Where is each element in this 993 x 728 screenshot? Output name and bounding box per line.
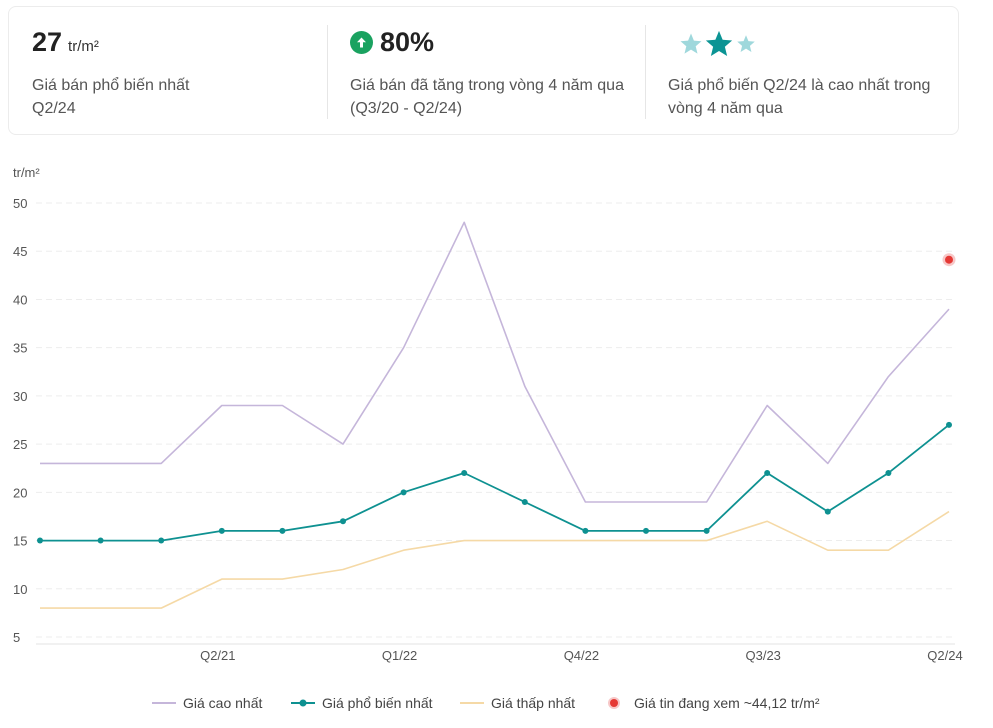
legend-swatch-dot bbox=[610, 699, 618, 707]
rating-stars bbox=[679, 29, 756, 59]
star-icon-highlighted bbox=[705, 30, 733, 56]
price-value: 27 tr/m² bbox=[32, 27, 99, 58]
data-point[interactable] bbox=[703, 527, 710, 534]
y-tick-label: 35 bbox=[13, 341, 27, 356]
legend-item[interactable]: Giá cao nhất bbox=[152, 695, 262, 711]
growth-percent: 80% bbox=[380, 27, 435, 57]
data-point[interactable] bbox=[97, 537, 104, 544]
growth-label: Giá bán đã tăng trong vòng 4 năm qua bbox=[350, 77, 624, 94]
legend-item[interactable]: Giá thấp nhất bbox=[460, 695, 575, 711]
x-tick-label: Q2/21 bbox=[200, 648, 235, 663]
legend-label: Giá tin đang xem ~44,12 tr/m² bbox=[634, 695, 820, 711]
star-icon bbox=[737, 35, 755, 52]
legend-label: Giá thấp nhất bbox=[491, 695, 575, 711]
y-tick-label: 45 bbox=[13, 244, 27, 259]
data-point[interactable] bbox=[158, 537, 165, 544]
x-axis: Q2/21 Q1/22 Q4/22 Q3/23 Q2/24 bbox=[200, 648, 963, 663]
legend-item[interactable]: Giá tin đang xem ~44,12 tr/m² bbox=[608, 695, 820, 711]
growth-card: 80% Giá bán đã tăng trong vòng 4 năm qua… bbox=[327, 7, 645, 134]
legend-label: Giá cao nhất bbox=[183, 695, 262, 711]
data-point[interactable] bbox=[582, 527, 589, 534]
divider bbox=[327, 25, 328, 119]
y-tick-label: 25 bbox=[13, 437, 27, 452]
series-line-gia-pho-bien-nhat bbox=[40, 424, 950, 542]
y-tick-label: 40 bbox=[13, 292, 27, 307]
price-card: 27 tr/m² Giá bán phổ biến nhất Q2/24 bbox=[9, 7, 327, 134]
series-line-gia-cao-nhat bbox=[40, 221, 950, 503]
y-tick-label: 5 bbox=[13, 630, 20, 645]
rating-label: Giá phổ biến Q2/24 là cao nhất trong bbox=[668, 77, 931, 94]
price-number: 27 bbox=[32, 27, 63, 57]
data-point[interactable] bbox=[37, 537, 43, 544]
data-point[interactable] bbox=[521, 498, 528, 505]
series-line-gia-thap-nhat bbox=[40, 510, 950, 609]
data-point[interactable] bbox=[279, 527, 286, 534]
data-point[interactable] bbox=[400, 489, 407, 496]
data-point[interactable] bbox=[824, 508, 831, 515]
y-tick-label: 10 bbox=[13, 582, 27, 597]
data-point[interactable] bbox=[764, 470, 771, 477]
x-tick-label: Q1/22 bbox=[382, 648, 417, 663]
y-tick-label: 20 bbox=[13, 485, 27, 500]
price-description: Giá bán phổ biến nhất Q2/24 bbox=[32, 74, 189, 120]
data-point[interactable] bbox=[340, 518, 346, 525]
x-tick-label: Q4/22 bbox=[564, 648, 599, 663]
y-tick-label: 30 bbox=[13, 389, 27, 404]
arrow-up-circle-icon bbox=[350, 31, 373, 54]
summary-panel: 27 tr/m² Giá bán phổ biến nhất Q2/24 80%… bbox=[8, 6, 959, 135]
line-chart-svg: tr/m² 5 10 15 20 25 30 35 40 45 50 Q2/21 Q1/22 Q4/2… bbox=[13, 165, 963, 711]
series bbox=[40, 221, 950, 609]
legend-item[interactable]: Giá phổ biến nhất bbox=[291, 695, 433, 711]
rating-card: Giá phổ biến Q2/24 là cao nhất trong vòn… bbox=[645, 7, 959, 134]
growth-description: Giá bán đã tăng trong vòng 4 năm qua (Q3… bbox=[350, 74, 624, 120]
data-point[interactable] bbox=[461, 470, 468, 477]
rating-label-cont: vòng 4 năm qua bbox=[668, 100, 783, 117]
divider bbox=[645, 25, 646, 119]
highlight-point[interactable] bbox=[945, 255, 953, 264]
price-chart: tr/m² 5 10 15 20 25 30 35 40 45 50 Q2/21 Q1/22 Q4/2… bbox=[0, 150, 993, 723]
markers bbox=[37, 253, 956, 544]
price-label: Giá bán phổ biến nhất bbox=[32, 77, 190, 94]
legend[interactable]: Giá cao nhất Giá phổ biến nhất Giá thấp nh… bbox=[152, 695, 820, 711]
data-point[interactable] bbox=[218, 527, 225, 534]
growth-value: 80% bbox=[350, 27, 434, 58]
rating-description: Giá phổ biến Q2/24 là cao nhất trong vòn… bbox=[668, 74, 930, 120]
x-tick-label: Q2/24 bbox=[927, 648, 962, 663]
y-tick-label: 50 bbox=[13, 196, 27, 211]
y-axis-unit-label: tr/m² bbox=[13, 165, 40, 180]
data-point[interactable] bbox=[885, 470, 892, 477]
data-point[interactable] bbox=[946, 421, 952, 428]
data-point[interactable] bbox=[643, 527, 649, 534]
star-icon bbox=[680, 33, 702, 54]
price-unit: tr/m² bbox=[68, 38, 99, 55]
legend-swatch-dot bbox=[299, 699, 307, 707]
grid bbox=[36, 202, 955, 645]
y-axis: tr/m² 5 10 15 20 25 30 35 40 45 50 bbox=[13, 165, 40, 645]
legend-label: Giá phổ biến nhất bbox=[322, 695, 433, 711]
x-tick-label: Q3/23 bbox=[745, 648, 780, 663]
price-period: Q2/24 bbox=[32, 100, 76, 117]
y-tick-label: 15 bbox=[13, 534, 27, 549]
growth-period: (Q3/20 - Q2/24) bbox=[350, 100, 463, 117]
